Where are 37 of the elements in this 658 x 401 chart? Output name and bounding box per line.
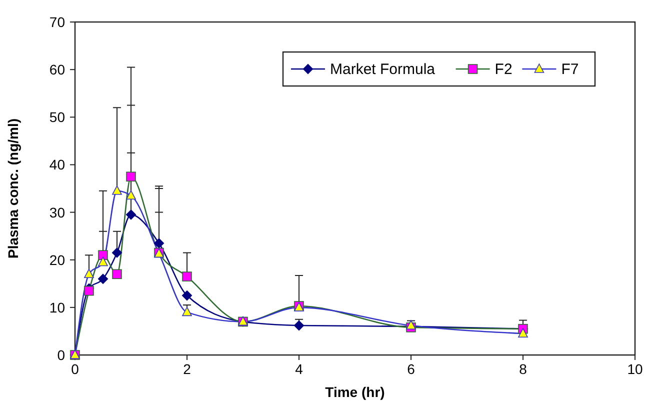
x-tick-label: 0 [71,361,80,377]
point [112,248,122,258]
y-tick-label: 30 [49,204,66,220]
y-tick-label: 20 [49,252,66,268]
point [84,286,94,296]
x-tick-label: 6 [407,361,416,377]
point [126,190,136,200]
y-tick-label: 40 [49,156,66,173]
point [112,269,122,280]
point [84,268,94,278]
y-tick-label: 60 [49,62,66,78]
x-axis-title: Time (hr) [325,384,385,400]
legend-label: F2 [494,61,512,78]
x-tick-label: 4 [295,361,304,377]
point [112,185,122,195]
point [294,320,304,331]
x-tick-label: 8 [519,361,528,377]
x-tick-label: 2 [183,361,192,377]
legend-label: F7 [561,61,579,78]
point [406,320,416,330]
legend-label: Market Formula [330,61,436,78]
point [98,274,108,284]
y-tick-label: 0 [57,347,66,363]
point [126,210,136,220]
y-tick-label: 10 [49,299,66,316]
point [182,272,192,282]
point [154,238,164,248]
x-tick-label: 10 [627,361,643,377]
y-tick-label: 50 [49,109,66,126]
point [182,290,192,301]
point [182,306,192,316]
y-tick-label: 70 [49,14,66,30]
point [98,250,108,260]
point [518,328,528,338]
point [98,256,108,266]
y-axis-title: Plasma conc. (ng/ml) [5,118,21,259]
point [126,172,136,182]
